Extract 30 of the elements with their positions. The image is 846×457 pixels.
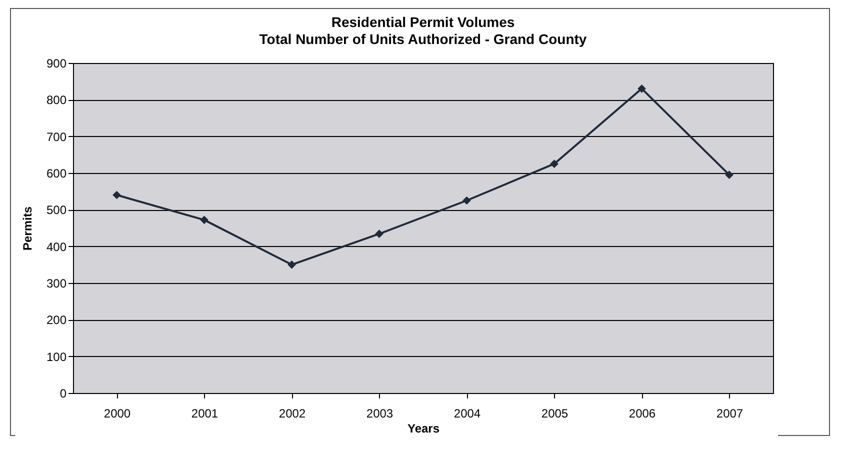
point xyxy=(725,170,734,180)
point xyxy=(288,260,296,269)
point xyxy=(638,84,646,93)
x-tick-label: 2000 xyxy=(104,406,131,420)
y-tick-label: 800 xyxy=(46,93,67,108)
y-tick-label: 400 xyxy=(46,240,67,254)
x-tick-label: 2004 xyxy=(454,406,481,420)
point xyxy=(462,196,471,205)
point xyxy=(200,216,208,224)
y-tick-label: 900 xyxy=(46,56,67,70)
y-tick-label: 100 xyxy=(46,350,67,364)
y-axis-title: Permits xyxy=(20,206,34,251)
x-tick-label: 2005 xyxy=(541,406,568,420)
x-tick-label: 2001 xyxy=(191,406,218,420)
chart-subtitle: Total Number of Units Authorized - Grand County xyxy=(259,31,587,47)
x-tick-label: 2003 xyxy=(366,406,394,420)
y-tick-label: 200 xyxy=(46,313,67,328)
x-tick-label: 2002 xyxy=(278,406,306,420)
point xyxy=(375,230,384,238)
y-tick-label: 700 xyxy=(46,130,67,144)
point xyxy=(112,190,121,200)
y-tick-label: 300 xyxy=(46,276,67,290)
x-axis-title: Years xyxy=(407,422,440,436)
y-tick-label: 600 xyxy=(46,166,67,180)
y-tick-label: 500 xyxy=(46,203,67,218)
chart-title: Residential Permit Volumes xyxy=(331,14,515,30)
point xyxy=(550,160,558,168)
y-tick-label: 0 xyxy=(60,386,67,400)
x-tick-label: 2006 xyxy=(628,406,656,420)
x-tick-label: 2007 xyxy=(716,406,744,420)
